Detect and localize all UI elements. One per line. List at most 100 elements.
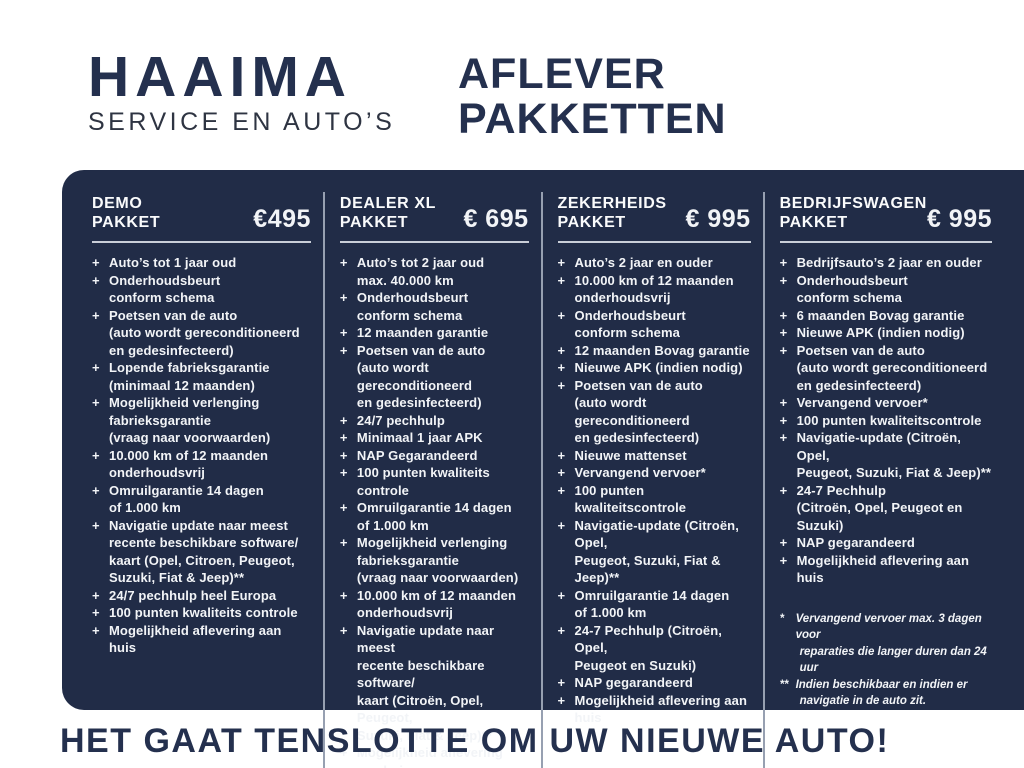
feature-text: 100 punten kwaliteitscontrole [796,412,982,428]
feature-text: Onderhoudsbeurt conform schema [574,307,686,341]
feature-text: Vervangend vervoer* [796,395,928,410]
plus-icon: + [339,430,348,445]
feature-item: + Onderhoudsbeurt conform schema [558,307,751,342]
feature-text: Poetsen van de auto (auto wordt gerecondi… [796,342,988,393]
feature-text: Mogelijkheid aflevering aan huis [574,692,747,726]
feature-item: + Minimaal 1 jaar APK [340,429,529,447]
feature-item: +100 punten kwaliteitscontrole [558,482,751,517]
plus-icon: + [557,272,566,288]
feature-text: Navigatie update naar meest recente besch… [356,622,495,743]
feature-item: +100 punten kwaliteitscontrole [780,412,992,430]
feature-item: + Omruilgarantie 14 dagen of 1.000 km [558,587,751,622]
feature-text: Nieuwe APK (indien nodig) [574,360,743,375]
feature-text: Vervangend vervoer* [574,465,706,480]
package-title-line1: ZEKERHEIDS [557,195,667,212]
feature-text: Navigatie-update (Citroën, Opel, Peugeot,… [574,517,739,586]
feature-text: 24/7 pechhulp heel Europa [109,587,277,603]
feature-text: Mogelijkheid verlenging fabrieksgarantie(… [109,395,271,445]
package-column: DEALER XL PAKKET € 695 + Auto’s tot 2 jaa… [322,192,541,768]
plus-icon: + [779,412,788,428]
plus-icon: + [779,552,788,568]
plus-icon: + [339,325,348,340]
plus-icon: + [779,255,788,270]
feature-item: + Vervangend vervoer* [558,464,751,482]
feature-item: + Onderhoudsbeurt conform schema [340,289,529,324]
feature-item: + Mogelijkheid aflevering aan huis [558,692,751,727]
feature-text: Omruilgarantie 14 dagen of 1.000 km [574,587,730,621]
feature-item: + Bedrijfsauto’s 2 jaar en ouder [780,254,992,272]
feature-item: + Auto’s tot 1 jaar oud [92,254,311,272]
feature-item: + Navigatie update naar meest recente besc… [340,622,529,745]
feature-item: + Lopende fabrieksgarantie (minimaal 12 ma… [92,359,311,394]
package-title-line2: PAKKET [779,214,848,231]
plus-icon: + [557,255,566,270]
footnote-text: Vervangend vervoer max. 3 dagen voor repa… [795,612,987,675]
package-column: ZEKERHEIDS PAKKET € 995 + Auto’s 2 jaar e… [540,192,763,768]
footnote-marker: ** [779,678,789,691]
feature-text: Onderhoudsbeurt conform schema [109,272,221,306]
plus-icon: + [92,447,100,463]
package-title-line2: PAKKET [92,214,161,231]
plus-icon: + [339,255,348,270]
feature-item: +10.000 km of 12 maanden onderhoudsvrij [92,447,311,482]
plus-icon: + [339,587,348,603]
plus-icon: + [339,290,348,305]
plus-icon: + [557,307,566,323]
feature-item: + Auto’s 2 jaar en ouder [558,254,751,272]
package-column: DEMO PAKKET €495 + Auto’s tot 1 jaar oud +… [92,192,323,768]
plus-icon: + [92,517,100,533]
plus-icon: + [92,622,100,638]
package-title: DEALER XL PAKKET [340,194,436,232]
feature-text: 24-7 Pechhulp (Citroën, Opel, Peugeot en … [796,482,963,533]
feature-item: +10.000 km of 12 maanden onderhoudsvrij [558,272,751,307]
feature-item: + Mogelijkheid aflevering aan huis [340,744,529,768]
plus-icon: + [557,482,566,498]
packages-panel: DEMO PAKKET €495 + Auto’s tot 1 jaar oud +… [62,170,1024,768]
feature-item: + Omruilgarantie 14 dagen of 1.000 km [92,482,311,517]
package-title: ZEKERHEIDS PAKKET [558,194,667,232]
plus-icon: + [92,255,100,270]
feature-item: + Nieuwe APK (indien nodig) [780,324,992,342]
page-header: HAAIMA SERVICE EN AUTO’S AFLEVER PAKKETT… [0,0,1024,170]
feature-item: + NAP gegarandeerd [558,674,751,692]
feature-text: Onderhoudsbeurt conform schema [356,290,469,323]
plus-icon: + [339,465,348,480]
plus-icon: + [339,342,348,358]
feature-text: 100 punten kwaliteits controle [356,465,490,498]
plus-icon: + [557,447,566,463]
header-divider [557,241,751,243]
feature-text: Minimaal 1 jaar APK [356,430,483,445]
feature-text: NAP gegarandeerd [574,675,693,690]
feature-item: + Auto’s tot 2 jaar oud max. 40.000 km [340,254,529,289]
header-divider [92,241,311,243]
feature-item: +12 maanden Bovag garantie [558,342,751,360]
plus-icon: + [557,465,566,480]
package-feature-list: + Auto’s tot 1 jaar oud + Onderhoudsbeurt co… [92,254,311,657]
feature-text: Mogelijkheid aflevering aan huis [796,552,970,586]
feature-text: Omruilgarantie 14 dagen of 1.000 km [109,482,264,516]
feature-text: Poetsen van de auto (auto wordt gerecondi… [574,377,703,446]
footnote-text: Indien beschikbaar en indien er navigatie… [795,678,968,708]
plus-icon: + [557,377,566,393]
plus-icon: + [92,395,100,410]
feature-text: 100 punten kwaliteits controle [109,605,298,620]
plus-icon: + [779,342,788,358]
footnote-item: ** Indien beschikbaar en indien er navigat… [780,677,992,710]
feature-item: + Vervangend vervoer* [780,394,992,412]
feature-item: + Onderhoudsbeurt conform schema [780,272,992,307]
plus-icon: + [339,745,348,760]
plus-icon: + [557,517,566,533]
feature-text: Lopende fabrieksgarantie (minimaal 12 maa… [109,360,270,393]
feature-item: +24/7 pechhulp [340,412,529,430]
feature-text: NAP Gegarandeerd [356,447,478,463]
feature-item: + Navigatie-update (Citroën, Opel, Peugeot… [558,517,751,587]
plus-icon: + [557,692,566,708]
package-title-line2: PAKKET [339,214,409,231]
feature-text: Mogelijkheid aflevering aan huis [356,745,503,768]
page-title-line2: PAKKETTEN [458,95,727,143]
plus-icon: + [779,535,788,550]
feature-text: 6 maanden Bovag garantie [796,307,965,323]
page-title-line1: AFLEVER [458,50,666,98]
feature-item: + Mogelijkheid aflevering aan huis [780,552,992,587]
feature-text: Navigatie update naar meest recente besch… [109,517,299,586]
